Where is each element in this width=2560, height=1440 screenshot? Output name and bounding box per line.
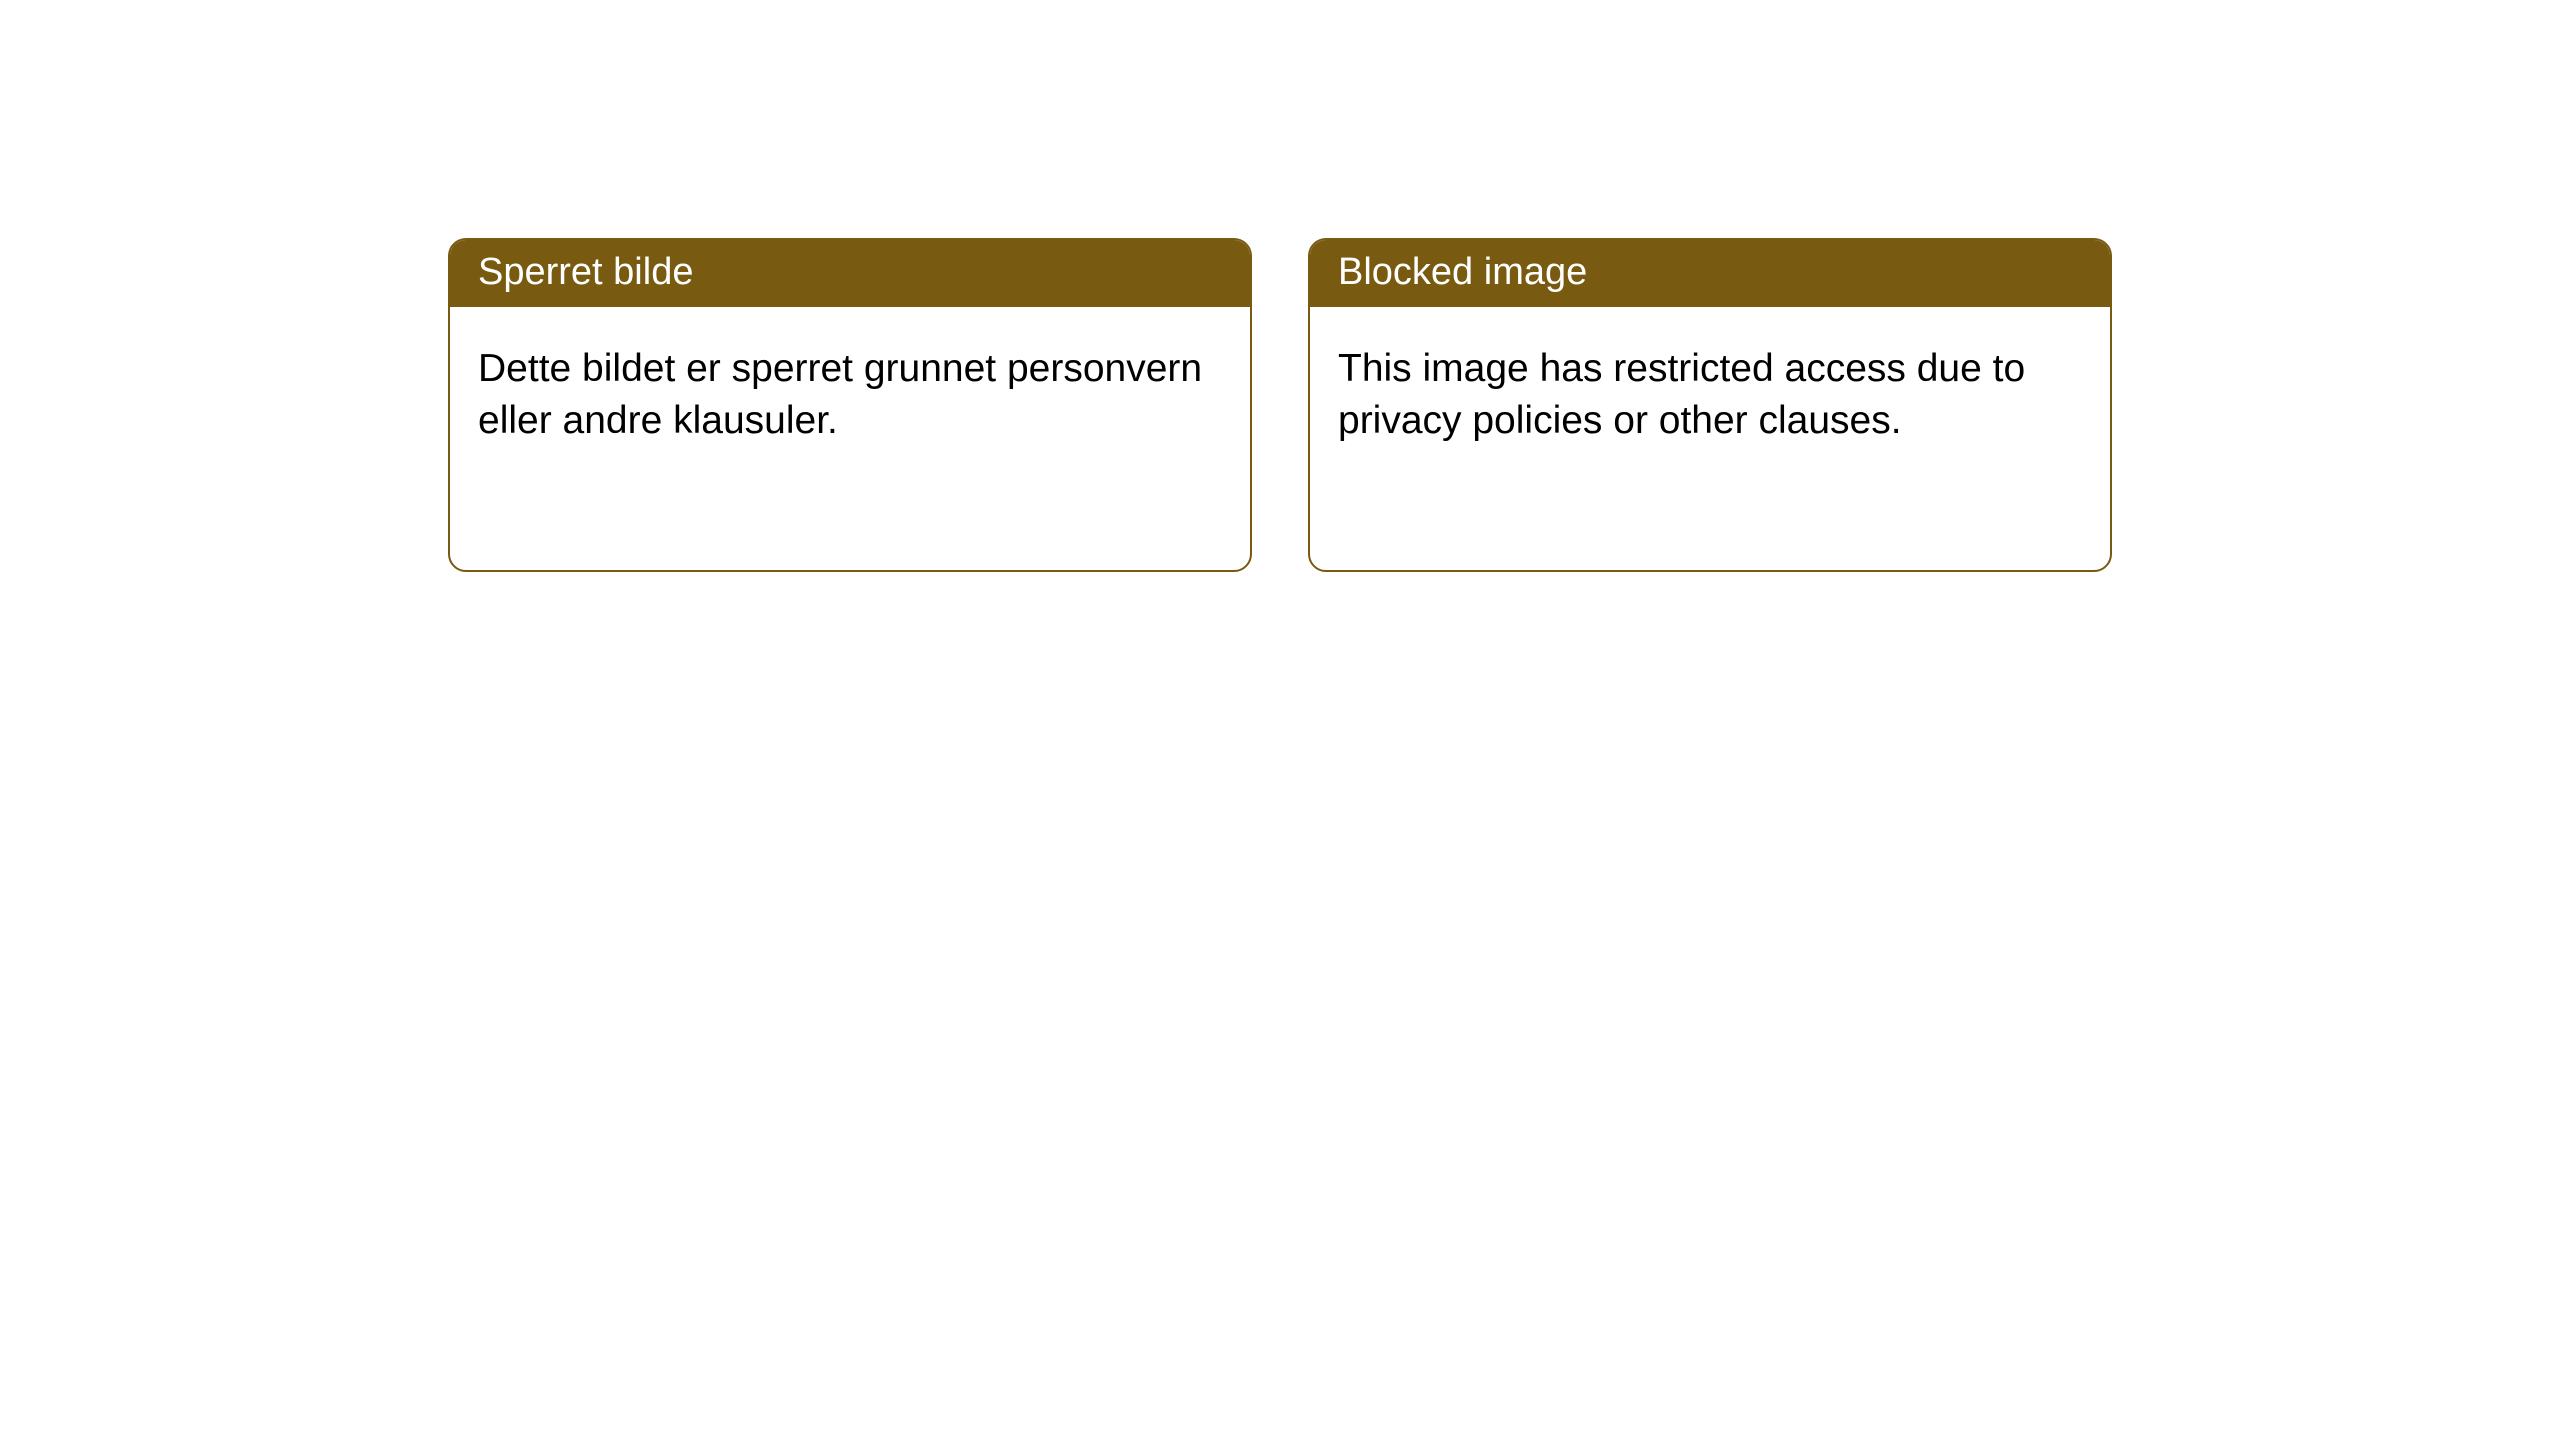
notice-title-norwegian: Sperret bilde [450, 240, 1250, 307]
notice-body-norwegian: Dette bildet er sperret grunnet personve… [450, 307, 1250, 475]
notice-card-english: Blocked image This image has restricted … [1308, 238, 2112, 572]
notice-container: Sperret bilde Dette bildet er sperret gr… [0, 0, 2560, 572]
notice-body-english: This image has restricted access due to … [1310, 307, 2110, 475]
notice-title-english: Blocked image [1310, 240, 2110, 307]
notice-card-norwegian: Sperret bilde Dette bildet er sperret gr… [448, 238, 1252, 572]
